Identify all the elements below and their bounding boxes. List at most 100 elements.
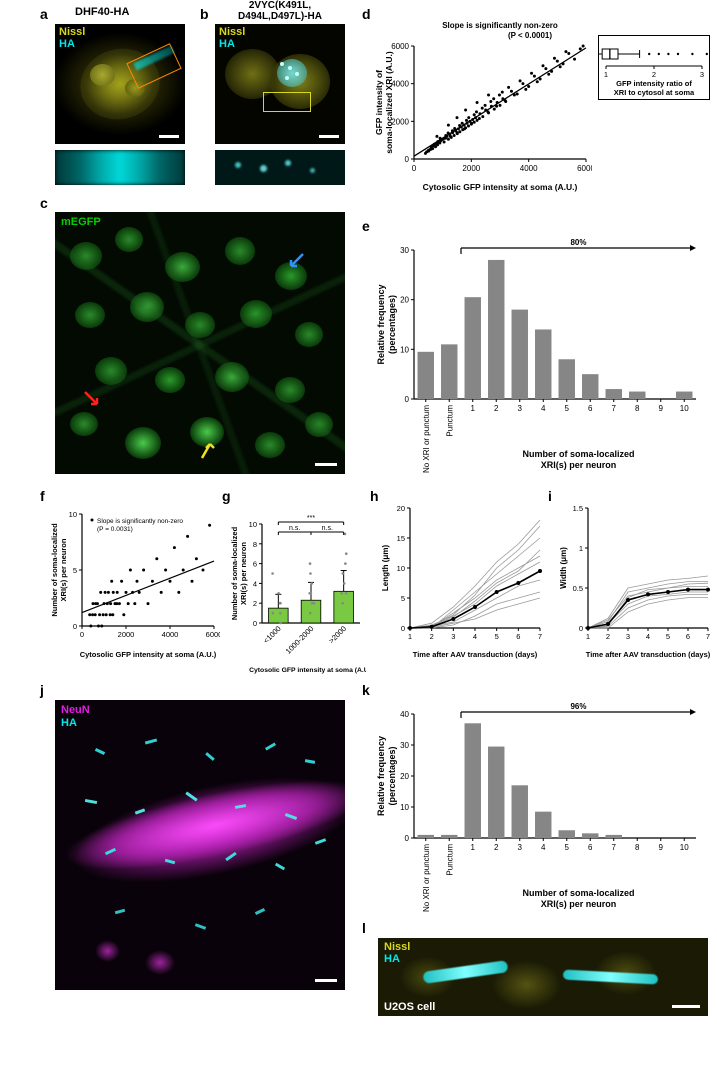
svg-text:6: 6 [588,843,593,852]
svg-text:9: 9 [659,404,664,413]
svg-text:10: 10 [680,843,689,852]
svg-text:Punctum: Punctum [445,844,454,876]
svg-text:7: 7 [706,632,710,641]
scalebar [319,135,339,138]
svg-text:5: 5 [73,566,77,575]
svg-text:0: 0 [401,624,405,633]
svg-text:XRI(s) per neuron: XRI(s) per neuron [239,542,248,605]
svg-text:10: 10 [400,803,409,812]
svg-text:>2000: >2000 [327,624,348,645]
chart-h: 123456705101520Time after AAV transducti… [378,500,546,660]
svg-text:0: 0 [412,164,417,173]
svg-text:6: 6 [588,404,593,413]
chart-d: 02000400060000200040006000Cytosolic GFP … [372,18,592,193]
neun-label: NeuN [61,704,90,716]
svg-text:8: 8 [635,404,640,413]
svg-text:(percentages): (percentages) [387,295,397,354]
svg-text:***: *** [307,515,315,522]
panel-label-c: c [40,195,48,211]
chart-d-inset: 123GFP intensity ratio ofXRI to cytosol … [598,35,710,100]
svg-text:Number of soma-localized: Number of soma-localized [522,888,634,898]
svg-text:4: 4 [473,632,477,641]
svg-text:(percentages): (percentages) [387,746,397,805]
panel-label-k: k [362,682,370,698]
chart-g: 0246810<10001000-2000>2000n.s.n.s.***Cyt… [228,500,366,675]
svg-text:0: 0 [405,155,410,164]
svg-text:1: 1 [604,70,608,79]
svg-text:96%: 96% [570,702,586,711]
svg-text:7: 7 [612,843,617,852]
svg-text:soma-localized XRI (A.U.): soma-localized XRI (A.U.) [384,51,394,154]
nissl-label: Nissl [59,26,85,38]
red-arrow-icon [83,390,103,410]
megfp-label: mEGFP [61,216,101,228]
svg-text:4: 4 [541,843,546,852]
panel-a-image: Nissl HA [55,24,185,144]
svg-text:6: 6 [253,560,257,569]
panel-label-l: l [362,920,366,936]
svg-text:(P < 0.0001): (P < 0.0001) [508,31,552,40]
svg-text:2: 2 [494,843,499,852]
scalebar [315,979,337,982]
svg-text:2: 2 [430,632,434,641]
panel-label-f: f [40,488,45,504]
svg-text:3: 3 [518,404,523,413]
svg-text:1000-2000: 1000-2000 [284,624,316,656]
svg-text:20: 20 [400,296,409,305]
svg-text:80%: 80% [570,238,586,247]
svg-text:5: 5 [565,843,570,852]
svg-text:1.5: 1.5 [573,504,583,513]
svg-text:3: 3 [518,843,523,852]
panel-label-a: a [40,6,48,22]
svg-text:30: 30 [400,246,409,255]
chart-e: 0102030No XRI or punctumPunctum123456789… [372,232,702,477]
svg-text:3: 3 [626,632,630,641]
svg-text:1: 1 [408,632,412,641]
svg-text:20: 20 [397,504,405,513]
panel-a-title: DHF40-HA [75,6,129,18]
svg-text:0: 0 [405,834,410,843]
svg-text:Time after AAV transduction (d: Time after AAV transduction (days) [586,650,711,659]
scalebar [159,135,179,138]
svg-text:10: 10 [69,510,77,519]
svg-text:2: 2 [606,632,610,641]
yellow-arrow-icon [200,440,220,460]
svg-text:1: 1 [579,544,583,553]
panel-b-title: 2VYC(K491L, D494L,D497L)-HA [215,0,345,22]
svg-text:Slope is significantly non-zer: Slope is significantly non-zero [97,518,183,525]
svg-text:GFP intensity of: GFP intensity of [374,70,384,135]
svg-text:Width (μm): Width (μm) [559,547,568,589]
svg-text:5: 5 [565,404,570,413]
panel-label-d: d [362,6,371,22]
panel-label-b: b [200,6,209,22]
svg-text:3: 3 [451,632,455,641]
svg-text:2: 2 [494,404,499,413]
svg-text:10: 10 [249,520,257,529]
scalebar [672,1005,700,1008]
panel-label-i: i [548,488,552,504]
svg-text:10: 10 [397,564,405,573]
panel-b-image: Nissl HA [215,24,345,144]
svg-text:Slope is significantly non-zer: Slope is significantly non-zero [442,21,558,30]
ha-label: HA [219,38,235,50]
svg-text:8: 8 [635,843,640,852]
svg-text:30: 30 [400,741,409,750]
svg-text:4: 4 [253,579,257,588]
svg-text:2000: 2000 [462,164,480,173]
svg-text:Length (μm): Length (μm) [381,545,390,592]
svg-text:0: 0 [579,624,583,633]
svg-text:1: 1 [471,404,476,413]
svg-text:Time after AAV transduction (d: Time after AAV transduction (days) [413,650,538,659]
svg-text:GFP intensity ratio of: GFP intensity ratio of [616,79,692,88]
svg-text:4000: 4000 [520,164,538,173]
svg-text:2: 2 [652,70,656,79]
svg-text:6000: 6000 [391,42,409,51]
svg-text:XRI(s) per neuron: XRI(s) per neuron [59,538,68,601]
svg-text:10: 10 [400,345,409,354]
panel-j-image: NeuN HA [55,700,345,990]
nissl-label: Nissl [384,941,410,953]
chart-f: 02000400060000510Cytosolic GFP intensity… [48,500,220,660]
svg-text:2000: 2000 [118,630,135,639]
ha-label: HA [61,717,77,729]
svg-text:6000: 6000 [577,164,592,173]
